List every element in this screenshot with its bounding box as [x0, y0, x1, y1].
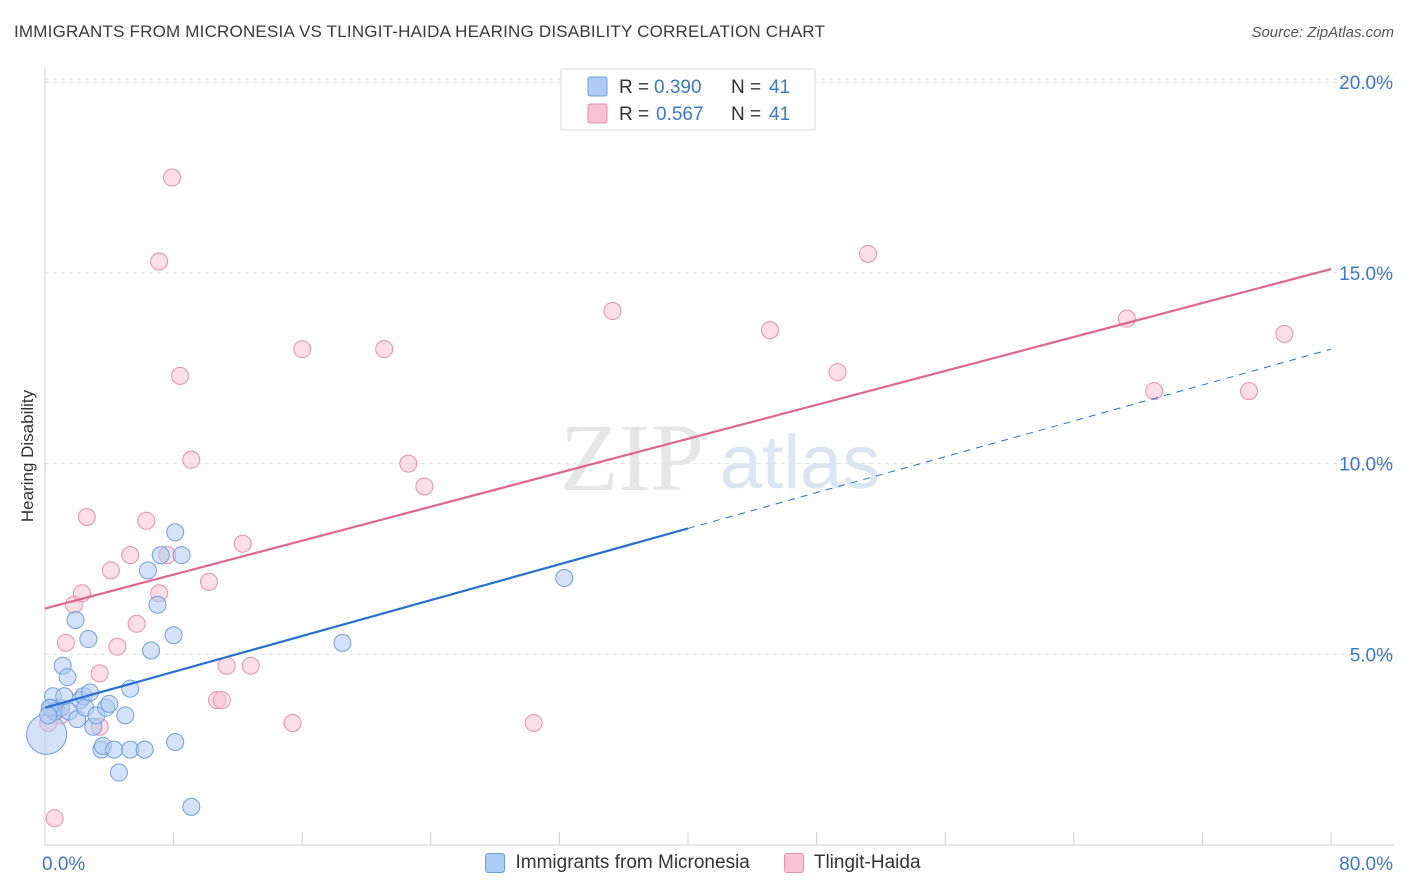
watermark-zip: ZIP — [560, 404, 704, 511]
data-point-micronesia — [166, 733, 185, 752]
data-point-micronesia — [166, 523, 185, 542]
data-point-tlingit-haida — [45, 809, 64, 828]
y-tick-labels: 5.0% 10.0% 15.0% 20.0% — [1339, 73, 1393, 666]
data-point-tlingit-haida — [199, 572, 218, 591]
data-point-tlingit-haida — [524, 713, 543, 732]
data-point-micronesia — [333, 633, 352, 652]
legend-item-tlingit-haida: Tlingit-Haida — [783, 852, 921, 874]
data-point-tlingit-haida — [171, 366, 190, 385]
data-point-tlingit-haida — [162, 168, 181, 187]
legend-top-n-label-2: N = — [731, 104, 761, 125]
data-point-micronesia — [100, 694, 119, 713]
legend-swatch-blue — [485, 853, 506, 873]
legend-top-n-value-2: 41 — [769, 104, 790, 125]
legend-top-r-value-2: 0.567 — [656, 104, 704, 125]
data-point-tlingit-haida — [828, 363, 847, 382]
data-point-tlingit-haida — [1240, 382, 1259, 401]
data-point-tlingit-haida — [415, 477, 434, 496]
x-tick-labels: 0.0% 80.0% — [42, 854, 1393, 875]
data-point-micronesia — [148, 595, 167, 614]
data-point-tlingit-haida — [241, 656, 260, 675]
legend-top-r-value-1: 0.390 — [654, 77, 702, 98]
data-point-tlingit-haida — [212, 691, 231, 710]
legend-top-r-label-2: R = — [619, 104, 649, 125]
legend-top: R = 0.390 N = 41 R = 0.567 N = 41 — [560, 68, 816, 131]
legend-swatch-pink — [783, 853, 804, 873]
data-point-micronesia — [116, 706, 135, 725]
data-point-micronesia — [164, 626, 183, 645]
data-point-micronesia — [109, 763, 128, 782]
axes — [44, 68, 1394, 846]
data-point-tlingit-haida — [150, 252, 169, 271]
data-point-tlingit-haida — [760, 321, 779, 340]
data-point-micronesia — [79, 630, 98, 649]
data-point-tlingit-haida — [121, 546, 140, 565]
y-axis-label: Hearing Disability — [18, 389, 37, 522]
data-point-micronesia — [66, 610, 85, 629]
data-point-tlingit-haida — [108, 637, 127, 656]
data-point-micronesia — [105, 740, 124, 759]
data-point-tlingit-haida — [56, 633, 75, 652]
data-point-micronesia — [142, 641, 161, 660]
data-point-micronesia — [39, 706, 58, 725]
data-point-tlingit-haida — [77, 507, 96, 526]
y-tick-label: 10.0% — [1339, 455, 1393, 476]
data-point-tlingit-haida — [90, 664, 109, 683]
trend-line-tlingit-haida — [44, 268, 1332, 610]
data-point-micronesia — [135, 740, 154, 759]
data-point-tlingit-haida — [182, 450, 201, 469]
x-tick-label-max: 80.0% — [1339, 854, 1393, 875]
legend-top-n-value-1: 41 — [769, 77, 790, 98]
data-point-micronesia — [555, 569, 574, 588]
grid-lines — [45, 78, 1394, 655]
chart-title: IMMIGRANTS FROM MICRONESIA VS TLINGIT-HA… — [14, 22, 826, 41]
x-tick-label-min: 0.0% — [42, 854, 85, 875]
data-point-tlingit-haida — [293, 340, 312, 359]
data-point-tlingit-haida — [1145, 382, 1164, 401]
legend-top-swatch-pink — [587, 103, 608, 124]
data-point-micronesia — [172, 546, 191, 565]
data-point-tlingit-haida — [859, 244, 878, 263]
y-tick-label: 5.0% — [1350, 645, 1393, 666]
data-point-tlingit-haida — [137, 511, 156, 530]
data-point-tlingit-haida — [101, 561, 120, 580]
trend-lines — [44, 268, 1332, 709]
legend-bottom: Immigrants from Micronesia Tlingit-Haida — [0, 852, 1406, 874]
series-tlingit-haida — [39, 168, 1294, 828]
data-point-tlingit-haida — [233, 534, 252, 553]
legend-label-tlingit-haida: Tlingit-Haida — [813, 852, 921, 873]
legend-label-micronesia: Immigrants from Micronesia — [515, 852, 750, 873]
data-point-tlingit-haida — [375, 340, 394, 359]
data-point-micronesia — [58, 668, 77, 687]
source-credit: Source: ZipAtlas.com — [1251, 24, 1394, 41]
legend-top-n-label-1: N = — [731, 77, 761, 98]
legend-item-micronesia: Immigrants from Micronesia — [485, 852, 750, 874]
data-point-tlingit-haida — [283, 713, 302, 732]
legend-top-swatch-blue — [587, 76, 608, 97]
data-point-tlingit-haida — [603, 302, 622, 321]
data-point-tlingit-haida — [127, 614, 146, 633]
series-micronesia — [26, 523, 574, 816]
watermark: ZIP atlas — [560, 404, 880, 511]
data-point-tlingit-haida — [1275, 324, 1294, 343]
data-point-tlingit-haida — [399, 454, 418, 473]
data-point-micronesia — [138, 561, 157, 580]
data-point-micronesia — [182, 797, 201, 816]
watermark-atlas: atlas — [720, 420, 881, 505]
y-tick-label: 20.0% — [1339, 73, 1393, 94]
y-tick-label: 15.0% — [1339, 264, 1393, 285]
data-point-micronesia — [151, 546, 170, 565]
trend-line-micronesia — [44, 527, 689, 709]
legend-top-r-label-1: R = — [619, 77, 649, 98]
